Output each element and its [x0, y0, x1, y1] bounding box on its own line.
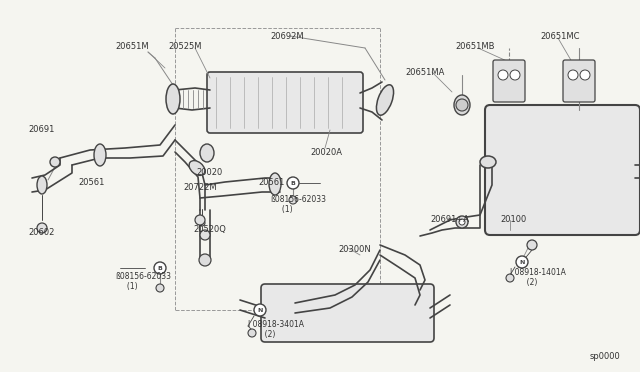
Ellipse shape	[189, 161, 205, 175]
Text: B: B	[291, 180, 296, 186]
Ellipse shape	[37, 223, 47, 233]
Ellipse shape	[37, 176, 47, 194]
Ellipse shape	[200, 144, 214, 162]
Text: ß08156-62033
     (1): ß08156-62033 (1)	[115, 272, 171, 291]
Circle shape	[254, 304, 266, 316]
Circle shape	[459, 219, 465, 225]
Text: 20561: 20561	[78, 178, 104, 187]
Text: 20691+A: 20691+A	[430, 215, 469, 224]
Circle shape	[506, 274, 514, 282]
Circle shape	[456, 216, 468, 228]
Text: N: N	[519, 260, 525, 264]
Circle shape	[248, 329, 256, 337]
Text: 20651MC: 20651MC	[540, 32, 579, 41]
FancyBboxPatch shape	[207, 72, 363, 133]
Circle shape	[516, 256, 528, 268]
Text: 20722M: 20722M	[183, 183, 216, 192]
Text: Ӏ 08918-1401A
       (2): Ӏ 08918-1401A (2)	[510, 268, 566, 288]
Circle shape	[289, 196, 297, 204]
Circle shape	[199, 254, 211, 266]
FancyBboxPatch shape	[485, 105, 640, 235]
Text: ß08156-62033
     (1): ß08156-62033 (1)	[270, 195, 326, 214]
Circle shape	[456, 99, 468, 111]
FancyBboxPatch shape	[261, 284, 434, 342]
Text: sp0000: sp0000	[590, 352, 621, 361]
Text: 20020A: 20020A	[310, 148, 342, 157]
Circle shape	[580, 70, 590, 80]
Text: N: N	[257, 308, 262, 312]
Ellipse shape	[166, 84, 180, 114]
Text: 20525M: 20525M	[168, 42, 202, 51]
Text: B: B	[157, 266, 163, 270]
Ellipse shape	[376, 85, 394, 115]
FancyBboxPatch shape	[493, 60, 525, 102]
Circle shape	[50, 157, 60, 167]
Ellipse shape	[94, 144, 106, 166]
Text: 20691: 20691	[28, 125, 54, 134]
Ellipse shape	[454, 95, 470, 115]
Text: 20651M: 20651M	[115, 42, 148, 51]
Circle shape	[195, 215, 205, 225]
Text: 20651MA: 20651MA	[405, 68, 444, 77]
Circle shape	[287, 177, 299, 189]
Circle shape	[200, 230, 210, 240]
Text: 20602: 20602	[28, 228, 54, 237]
Text: 20020: 20020	[196, 168, 222, 177]
Text: Ӏ 08918-3401A
       (2): Ӏ 08918-3401A (2)	[248, 320, 304, 339]
Text: 20300N: 20300N	[338, 245, 371, 254]
Circle shape	[156, 284, 164, 292]
Ellipse shape	[480, 156, 496, 168]
Text: 20692M: 20692M	[270, 32, 303, 41]
FancyBboxPatch shape	[563, 60, 595, 102]
Circle shape	[154, 262, 166, 274]
Circle shape	[498, 70, 508, 80]
Text: 20100: 20100	[500, 215, 526, 224]
Circle shape	[510, 70, 520, 80]
Circle shape	[199, 220, 205, 226]
Circle shape	[568, 70, 578, 80]
Circle shape	[527, 240, 537, 250]
Ellipse shape	[269, 173, 281, 195]
Text: 20561: 20561	[258, 178, 284, 187]
Text: 20651MB: 20651MB	[455, 42, 495, 51]
Text: 20520Q: 20520Q	[193, 225, 226, 234]
